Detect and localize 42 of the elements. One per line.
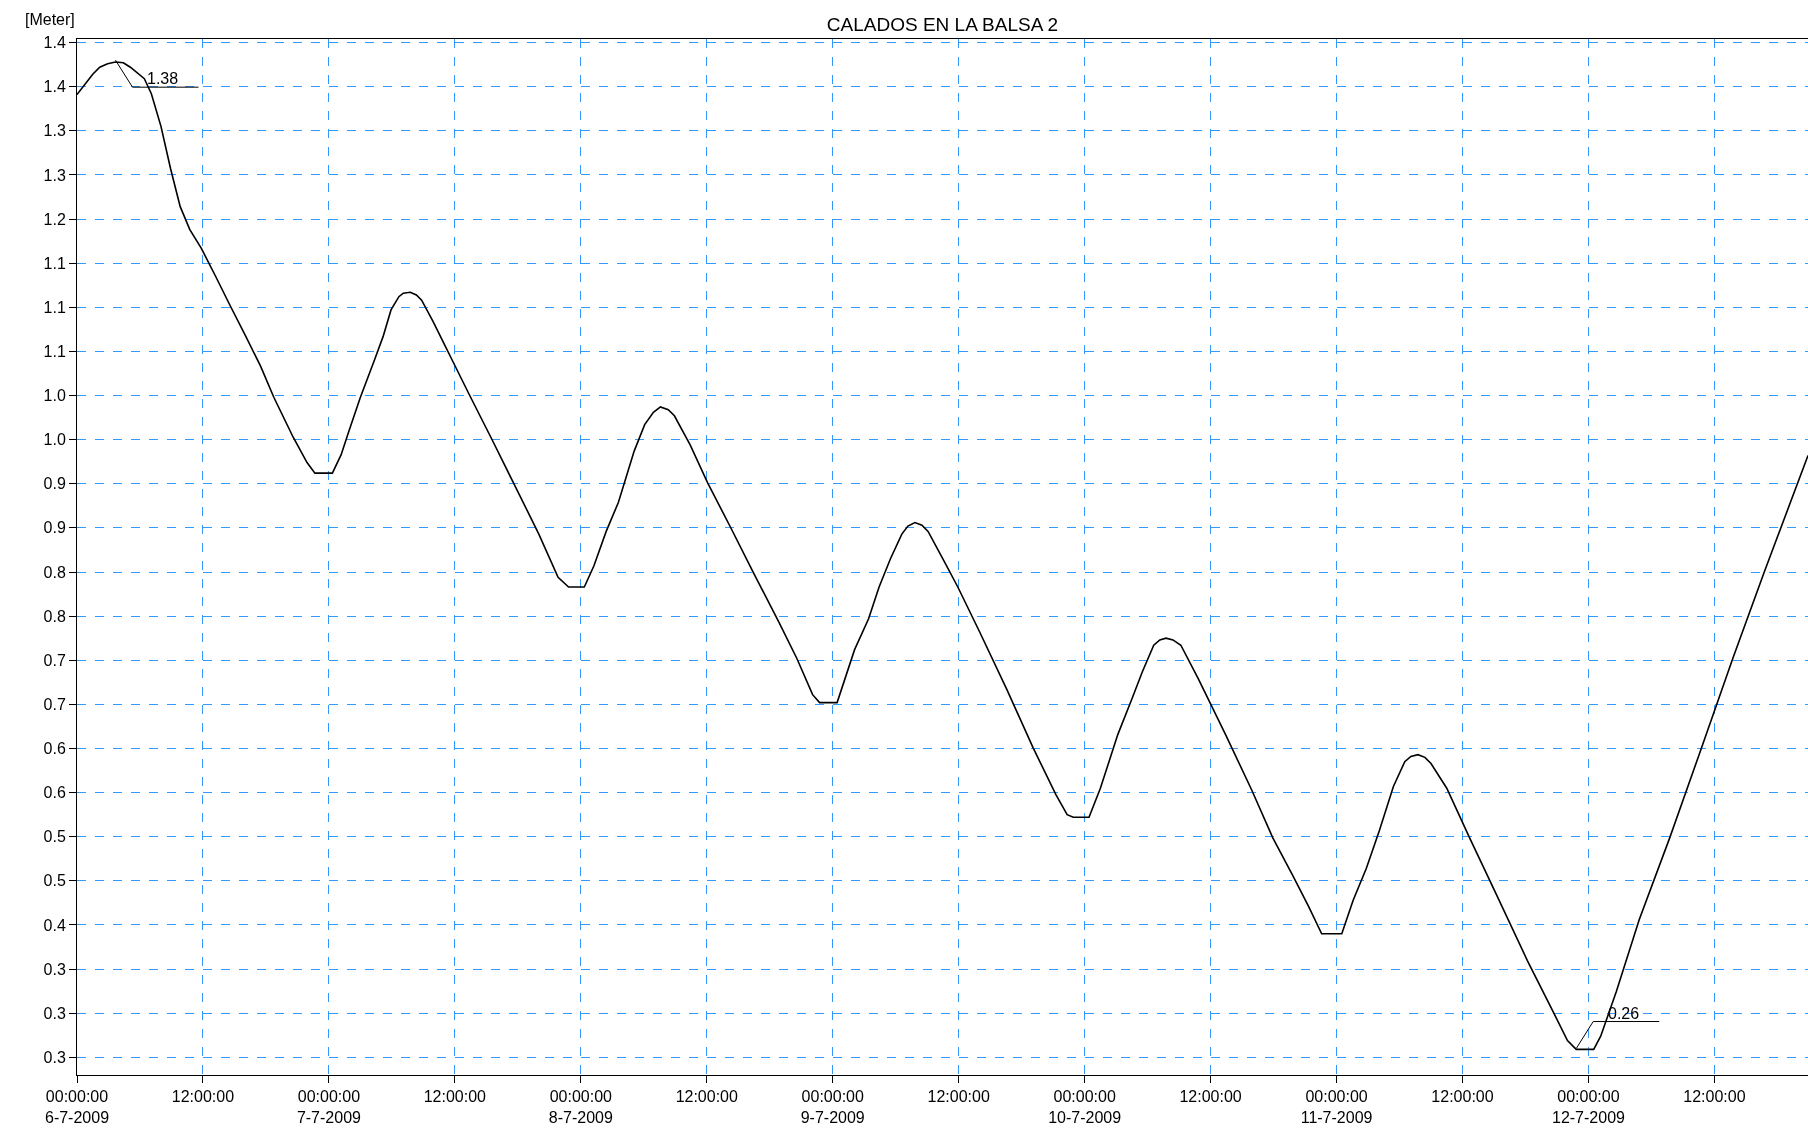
y-tick-label: 0.9 [43, 519, 66, 537]
x-tick-label: 12:00:00 [927, 1088, 990, 1106]
y-tick-label: 0.3 [43, 1048, 66, 1066]
y-tick-label: 0.8 [43, 563, 66, 581]
y-tick-label: 0.3 [43, 1004, 66, 1022]
y-tick-label: 1.0 [43, 431, 66, 449]
y-tick-label: 0.6 [43, 740, 66, 758]
x-tick-label: 12:00:00 [423, 1088, 487, 1106]
annotation: 1.38 [147, 70, 179, 87]
y-tick-label: 1.4 [43, 34, 66, 52]
y-tick-label: 0.7 [43, 695, 66, 713]
x-tick-label: 00:00:00 11-7-2009 [1300, 1088, 1373, 1126]
x-tick-label: 12:00:00 [171, 1088, 235, 1106]
x-tick-label: 12:00:00 [1179, 1088, 1242, 1106]
x-tick-label: 12:00:00 [1431, 1088, 1494, 1106]
y-tick-label: 0.7 [43, 651, 66, 669]
y-tick-label: 1.0 [43, 387, 66, 405]
annotation: 0.26 [1608, 1005, 1640, 1022]
y-tick-label: 1.3 [43, 122, 66, 140]
y-tick-label: 1.1 [43, 254, 66, 272]
x-tick-label: 00:00:00 10-7-2009 [1048, 1088, 1122, 1126]
x-tick-label: 00:00:00 12-7-2009 [1551, 1088, 1626, 1126]
y-tick-label: 1.4 [43, 78, 66, 96]
y-tick-label: 1.2 [43, 210, 66, 228]
chart-title: CALADOS EN LA BALSA 2 [826, 13, 1059, 35]
y-tick-label: 0.5 [43, 872, 66, 890]
x-tick-label: 00:00:00 6-7-2009 [44, 1088, 110, 1126]
x-tick-label: 12:00:00 [675, 1088, 739, 1106]
y-tick-label: 1.1 [43, 342, 66, 360]
y-tick-label: 1.3 [43, 166, 66, 184]
y-tick-label: 0.6 [43, 784, 66, 802]
y-tick-label: 1.1 [43, 298, 66, 316]
x-tick-label: 12:00:00 [1683, 1088, 1746, 1106]
y-axis-title: [Meter] [25, 11, 75, 28]
y-tick-label: 0.9 [43, 475, 66, 493]
y-tick-label: 0.4 [43, 916, 66, 934]
y-tick-label: 0.8 [43, 607, 66, 625]
x-tick-label: 00:00:00 8-7-2009 [548, 1088, 613, 1126]
y-tick-label: 0.5 [43, 828, 66, 846]
x-tick-label: 00:00:00 9-7-2009 [800, 1088, 865, 1126]
y-tick-label: 0.3 [43, 960, 66, 978]
x-tick-label: 00:00:00 7-7-2009 [296, 1088, 362, 1126]
